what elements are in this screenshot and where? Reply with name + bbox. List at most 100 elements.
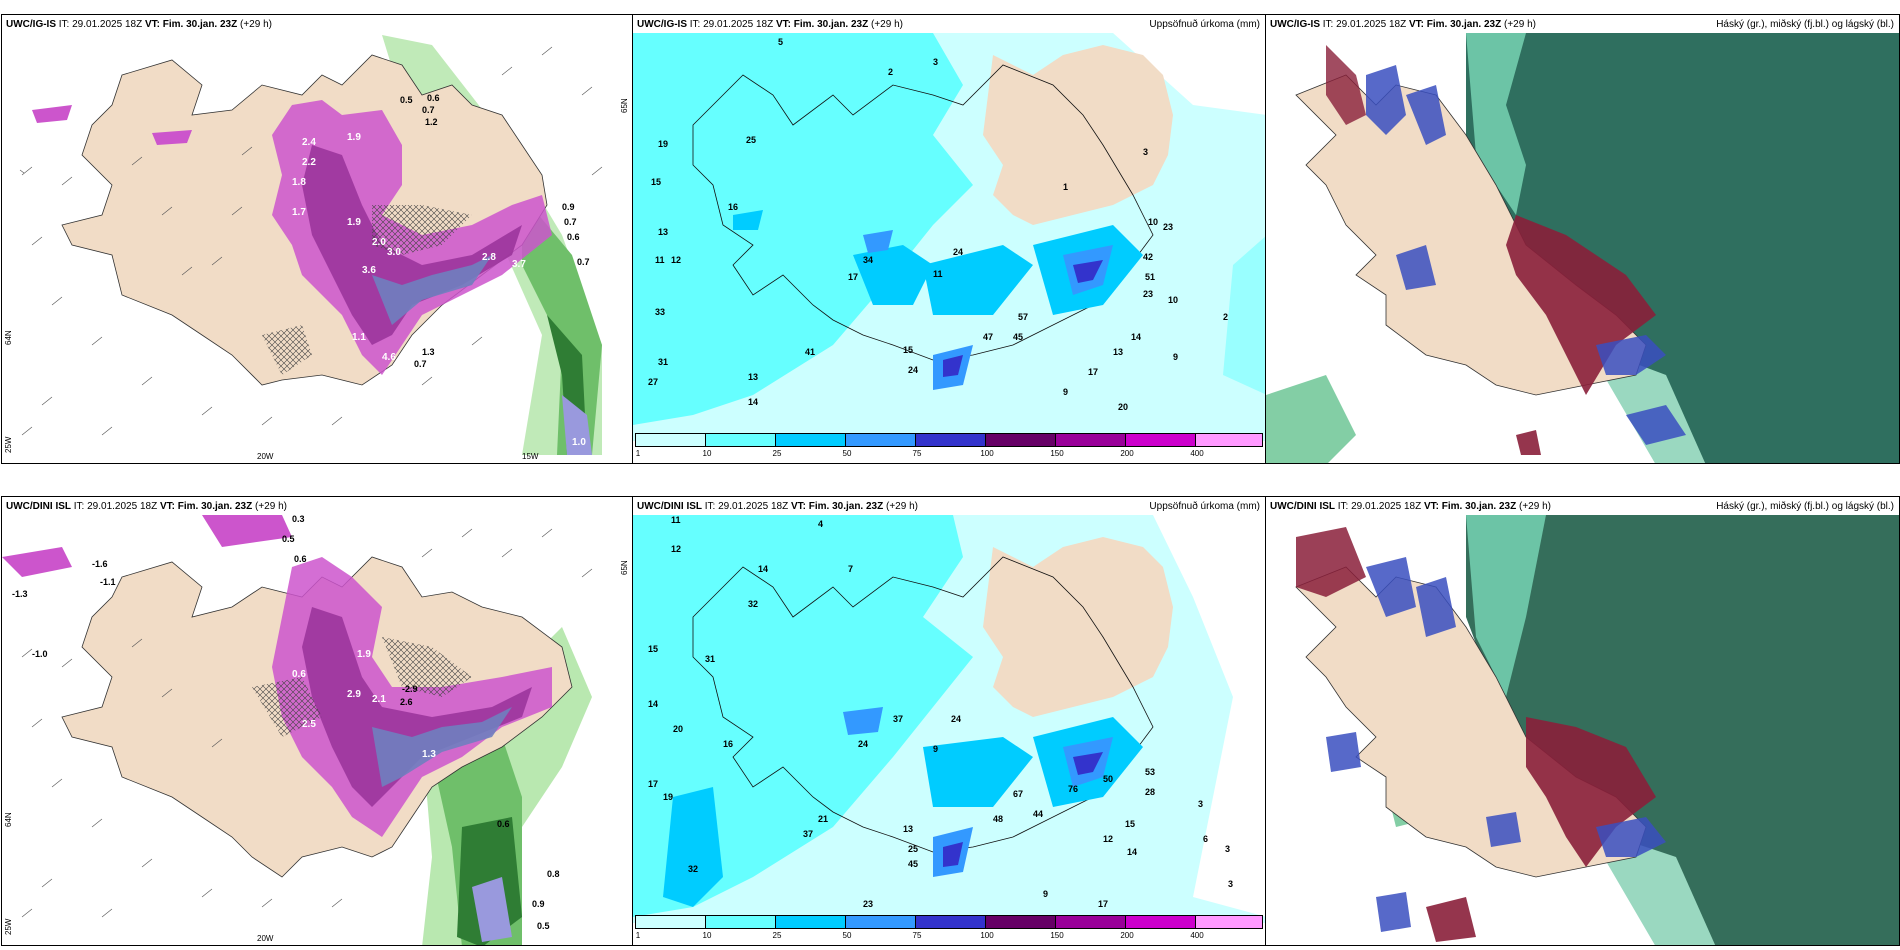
value-label: 4 bbox=[818, 519, 823, 529]
value-label: 1.9 bbox=[347, 217, 361, 228]
value-label: 1.3 bbox=[422, 749, 436, 760]
panel-title: UWC/DINI ISL IT: 29.01.2025 18Z VT: Fim.… bbox=[4, 501, 289, 512]
value-label: 0.7 bbox=[422, 105, 435, 115]
map-accum-precip: 5 3 2 19 15 13 11 12 33 31 27 25 16 13 1… bbox=[633, 33, 1265, 441]
value-label: 20 bbox=[673, 724, 683, 734]
value-label: 47 bbox=[983, 332, 993, 342]
value-label: 1.9 bbox=[357, 649, 371, 660]
panel-title: UWC/DINI ISL IT: 29.01.2025 18Z VT: Fim.… bbox=[1268, 501, 1553, 512]
value-label: 24 bbox=[908, 365, 918, 375]
value-label: 0.5 bbox=[282, 534, 295, 544]
legend-swatch bbox=[845, 433, 915, 447]
legend-swatch bbox=[915, 915, 985, 929]
panel-top-mid: UWC/IG-IS IT: 29.01.2025 18Z VT: Fim. 30… bbox=[632, 14, 1266, 464]
value-label: 31 bbox=[658, 357, 668, 367]
value-label: 14 bbox=[748, 397, 758, 407]
iceland-land bbox=[983, 537, 1173, 717]
value-label: -2.9 bbox=[402, 684, 418, 694]
value-label: -1.3 bbox=[12, 589, 28, 599]
map-cloud-cover bbox=[1266, 33, 1899, 463]
value-label: 13 bbox=[903, 824, 913, 834]
legend-ticks: 1 10 25 50 75 100 150 200 400 bbox=[635, 931, 1204, 940]
value-label: 76 bbox=[1068, 784, 1078, 794]
value-label: 0.7 bbox=[414, 359, 427, 369]
value-label: 15 bbox=[651, 177, 661, 187]
value-label: 7 bbox=[848, 564, 853, 574]
lon-label-25w: 25W bbox=[4, 436, 13, 453]
value-label: 37 bbox=[803, 829, 813, 839]
legend-swatch bbox=[635, 433, 705, 447]
value-label: 5 bbox=[778, 37, 783, 47]
value-label: 1.1 bbox=[352, 332, 366, 343]
lon-label-15w: 15W bbox=[522, 452, 539, 461]
panel-subtitle: Háský (gr.), miðský (fj.bl.) og lágský (… bbox=[1714, 19, 1896, 30]
lat-label: 64N bbox=[4, 812, 13, 827]
value-label: 24 bbox=[858, 739, 868, 749]
value-label: 0.6 bbox=[427, 93, 440, 103]
legend-ticks: 1 10 25 50 75 100 150 200 400 bbox=[635, 449, 1204, 458]
value-label: 31 bbox=[705, 654, 715, 664]
value-label: 24 bbox=[953, 247, 963, 257]
value-label: 28 bbox=[1145, 787, 1155, 797]
value-label: 13 bbox=[1113, 347, 1123, 357]
lat-label: 64N bbox=[4, 330, 13, 345]
value-label: 0.8 bbox=[547, 869, 560, 879]
value-label: 45 bbox=[1013, 332, 1023, 342]
value-label: 13 bbox=[748, 372, 758, 382]
value-label: 9 bbox=[1043, 889, 1048, 899]
value-label: 0.9 bbox=[532, 899, 545, 909]
panel-title: UWC/IG-IS IT: 29.01.2025 18Z VT: Fim. 30… bbox=[4, 19, 274, 30]
value-label: 10 bbox=[1148, 217, 1158, 227]
value-label: 2.2 bbox=[302, 157, 316, 168]
value-label: 9 bbox=[933, 744, 938, 754]
value-label: 6.5 bbox=[412, 337, 426, 348]
value-label: 16 bbox=[728, 202, 738, 212]
value-label: 24 bbox=[951, 714, 961, 724]
value-label: 1.8 bbox=[292, 177, 306, 188]
value-label: 12 bbox=[1103, 834, 1113, 844]
value-label: 0.9 bbox=[562, 202, 575, 212]
lon-label-25w: 25W bbox=[4, 918, 13, 935]
value-label: 67 bbox=[1013, 789, 1023, 799]
value-label: 23 bbox=[1143, 289, 1153, 299]
value-label: 0.3 bbox=[292, 514, 305, 524]
value-label: 4.6 bbox=[382, 352, 396, 363]
legend-swatch bbox=[915, 433, 985, 447]
legend-swatch bbox=[1195, 915, 1263, 929]
value-label: 32 bbox=[748, 599, 758, 609]
legend-swatch bbox=[985, 433, 1055, 447]
value-label: 1.3 bbox=[422, 347, 435, 357]
value-label: 45 bbox=[908, 859, 918, 869]
panel-subtitle: Uppsöfnuð úrkoma (mm) bbox=[1147, 501, 1262, 512]
value-label: 19 bbox=[658, 139, 668, 149]
value-label: 3 bbox=[1228, 879, 1233, 889]
value-label: 37 bbox=[893, 714, 903, 724]
value-label: 42 bbox=[1143, 252, 1153, 262]
map-wind-precip: 0.3 0.5 0.6 -1.6 -1.1 -1.3 -1.0 2.9 -2.9… bbox=[2, 514, 593, 945]
value-label: 9 bbox=[1173, 352, 1178, 362]
value-label: 0.6 bbox=[294, 554, 307, 564]
legend-swatch bbox=[1125, 915, 1195, 929]
panel-title: UWC/DINI ISL IT: 29.01.2025 18Z VT: Fim.… bbox=[635, 501, 920, 512]
value-label: 2.8 bbox=[482, 252, 496, 263]
value-label: 17 bbox=[1098, 899, 1108, 909]
legend-swatch bbox=[775, 915, 845, 929]
value-label: 15 bbox=[1125, 819, 1135, 829]
value-label: 15 bbox=[903, 345, 913, 355]
lon-label-20w: 20W bbox=[257, 934, 274, 943]
value-label: 14 bbox=[1127, 847, 1137, 857]
value-label: 0.7 bbox=[577, 257, 590, 267]
panel-title: UWC/IG-IS IT: 29.01.2025 18Z VT: Fim. 30… bbox=[1268, 19, 1538, 30]
panel-subtitle: Uppsöfnuð úrkoma (mm) bbox=[1147, 19, 1262, 30]
legend-swatch bbox=[775, 433, 845, 447]
value-label: 2 bbox=[1223, 312, 1228, 322]
value-label: 12 bbox=[671, 544, 681, 554]
value-label: 3.6 bbox=[362, 265, 376, 276]
legend-swatch bbox=[845, 915, 915, 929]
value-label: 3 bbox=[1198, 799, 1203, 809]
value-label: 2.0 bbox=[372, 237, 386, 248]
map-cloud-cover bbox=[1266, 515, 1899, 945]
value-label: 0.5 bbox=[400, 95, 413, 105]
value-label: 3 bbox=[1225, 844, 1230, 854]
value-label: 2.9 bbox=[347, 689, 361, 700]
